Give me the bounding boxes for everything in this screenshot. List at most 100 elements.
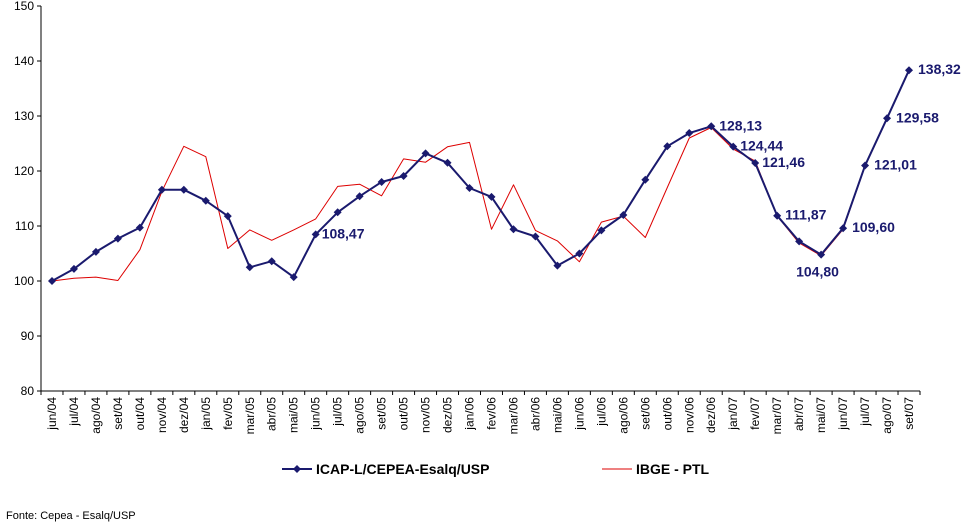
x-tick-label: out/05 xyxy=(397,397,411,431)
data-point xyxy=(575,249,584,258)
data-point xyxy=(685,129,694,138)
x-tick-label: dez/06 xyxy=(704,397,718,433)
data-label: 128,13 xyxy=(719,117,762,133)
x-tick-label: jun/07 xyxy=(836,397,850,431)
data-point xyxy=(443,158,452,167)
data-point xyxy=(905,66,914,75)
x-tick-label: jun/06 xyxy=(572,397,586,431)
data-point xyxy=(663,142,672,151)
x-tick-label: ago/07 xyxy=(880,397,894,434)
x-tick-label: dez/05 xyxy=(441,397,455,433)
x-tick-label: mai/05 xyxy=(287,397,301,433)
data-point xyxy=(509,225,518,234)
y-tick-label: 120 xyxy=(14,164,34,178)
data-point xyxy=(179,185,188,194)
x-tick-label: jan/07 xyxy=(726,397,740,431)
x-tick-label: dez/04 xyxy=(177,397,191,433)
data-point xyxy=(619,211,628,219)
y-tick-label: 140 xyxy=(14,54,34,68)
x-tick-label: jun/05 xyxy=(309,397,323,431)
data-point xyxy=(311,230,320,239)
data-point xyxy=(795,237,804,246)
x-tick-label: set/07 xyxy=(902,397,916,430)
data-point xyxy=(245,263,254,272)
x-tick-label: jul/04 xyxy=(67,397,81,427)
data-label: 111,87 xyxy=(785,207,826,223)
data-point xyxy=(553,261,562,270)
data-point xyxy=(641,175,650,184)
series-line xyxy=(51,69,910,282)
data-point xyxy=(817,250,826,259)
series-icap xyxy=(47,66,914,285)
x-tick-label: mai/06 xyxy=(550,397,564,433)
x-tick-label: abr/06 xyxy=(528,397,542,431)
x-tick-label: nov/06 xyxy=(682,397,696,433)
data-point xyxy=(861,161,870,170)
source-note: Fonte: Cepea - Esalq/USP xyxy=(6,510,136,522)
data-point xyxy=(333,208,342,217)
y-tick-label: 110 xyxy=(15,219,34,233)
x-tick-label: abr/07 xyxy=(792,397,806,431)
data-label: 124,44 xyxy=(740,138,783,154)
x-tick-label: jan/05 xyxy=(199,397,213,431)
data-label: 108,47 xyxy=(322,225,365,241)
data-point xyxy=(839,224,848,233)
x-tick-label: out/04 xyxy=(133,397,147,431)
y-tick-label: 130 xyxy=(14,109,34,123)
data-point xyxy=(421,149,430,158)
y-tick-label: 80 xyxy=(21,384,35,398)
data-point xyxy=(91,247,100,256)
series-ibge xyxy=(51,70,910,282)
data-point xyxy=(135,223,144,232)
data-label: 104,80 xyxy=(796,264,839,280)
y-tick-label: 100 xyxy=(14,274,34,288)
x-tick-label: jun/04 xyxy=(45,397,59,431)
x-tick-label: jan/06 xyxy=(463,397,477,431)
data-point xyxy=(47,277,56,285)
x-tick-label: jul/06 xyxy=(594,397,608,427)
data-label: 129,58 xyxy=(896,109,939,125)
data-point xyxy=(883,114,892,123)
x-tick-label: ago/04 xyxy=(89,397,103,434)
x-tick-label: set/05 xyxy=(375,397,389,430)
x-tick-label: mar/07 xyxy=(770,397,784,435)
data-point xyxy=(597,226,606,235)
x-tick-label: fev/07 xyxy=(748,397,762,430)
x-tick-label: fev/06 xyxy=(484,397,498,430)
data-point xyxy=(69,264,78,273)
x-tick-label: set/06 xyxy=(638,397,652,430)
data-label: 121,46 xyxy=(762,154,805,170)
data-point xyxy=(355,192,364,201)
data-point xyxy=(707,122,716,131)
data-point xyxy=(773,211,782,220)
x-tick-label: ago/06 xyxy=(616,397,630,434)
data-point xyxy=(487,192,496,201)
x-tick-label: nov/04 xyxy=(155,397,169,433)
data-point xyxy=(399,171,408,180)
legend: ICAP-L/CEPEA-Esalq/USP IBGE - PTL xyxy=(282,461,710,477)
x-tick-label: abr/05 xyxy=(265,397,279,431)
x-axis: jun/04 jul/04 ago/04 set/04 out/04 nov/04 dez/… xyxy=(40,390,921,435)
data-point xyxy=(729,142,738,151)
data-point xyxy=(377,178,386,186)
data-point xyxy=(465,184,474,193)
data-point xyxy=(531,232,540,241)
series-line xyxy=(51,70,910,282)
x-tick-label: fev/05 xyxy=(221,397,235,430)
x-tick-label: out/06 xyxy=(660,397,674,431)
x-tick-label: ago/05 xyxy=(353,397,367,434)
data-point xyxy=(157,185,166,194)
data-label: 138,32 xyxy=(918,61,961,77)
data-point xyxy=(289,273,298,282)
data-label: 121,01 xyxy=(874,156,917,172)
x-tick-label: nov/05 xyxy=(419,397,433,433)
x-tick-label: mar/06 xyxy=(506,397,520,435)
data-label: 109,60 xyxy=(852,219,895,235)
data-point xyxy=(201,196,210,205)
x-tick-label: mar/05 xyxy=(243,397,257,435)
legend-ibge-label: IBGE - PTL xyxy=(636,461,710,477)
x-tick-label: set/04 xyxy=(111,397,125,430)
y-tick-label: 90 xyxy=(21,329,35,343)
